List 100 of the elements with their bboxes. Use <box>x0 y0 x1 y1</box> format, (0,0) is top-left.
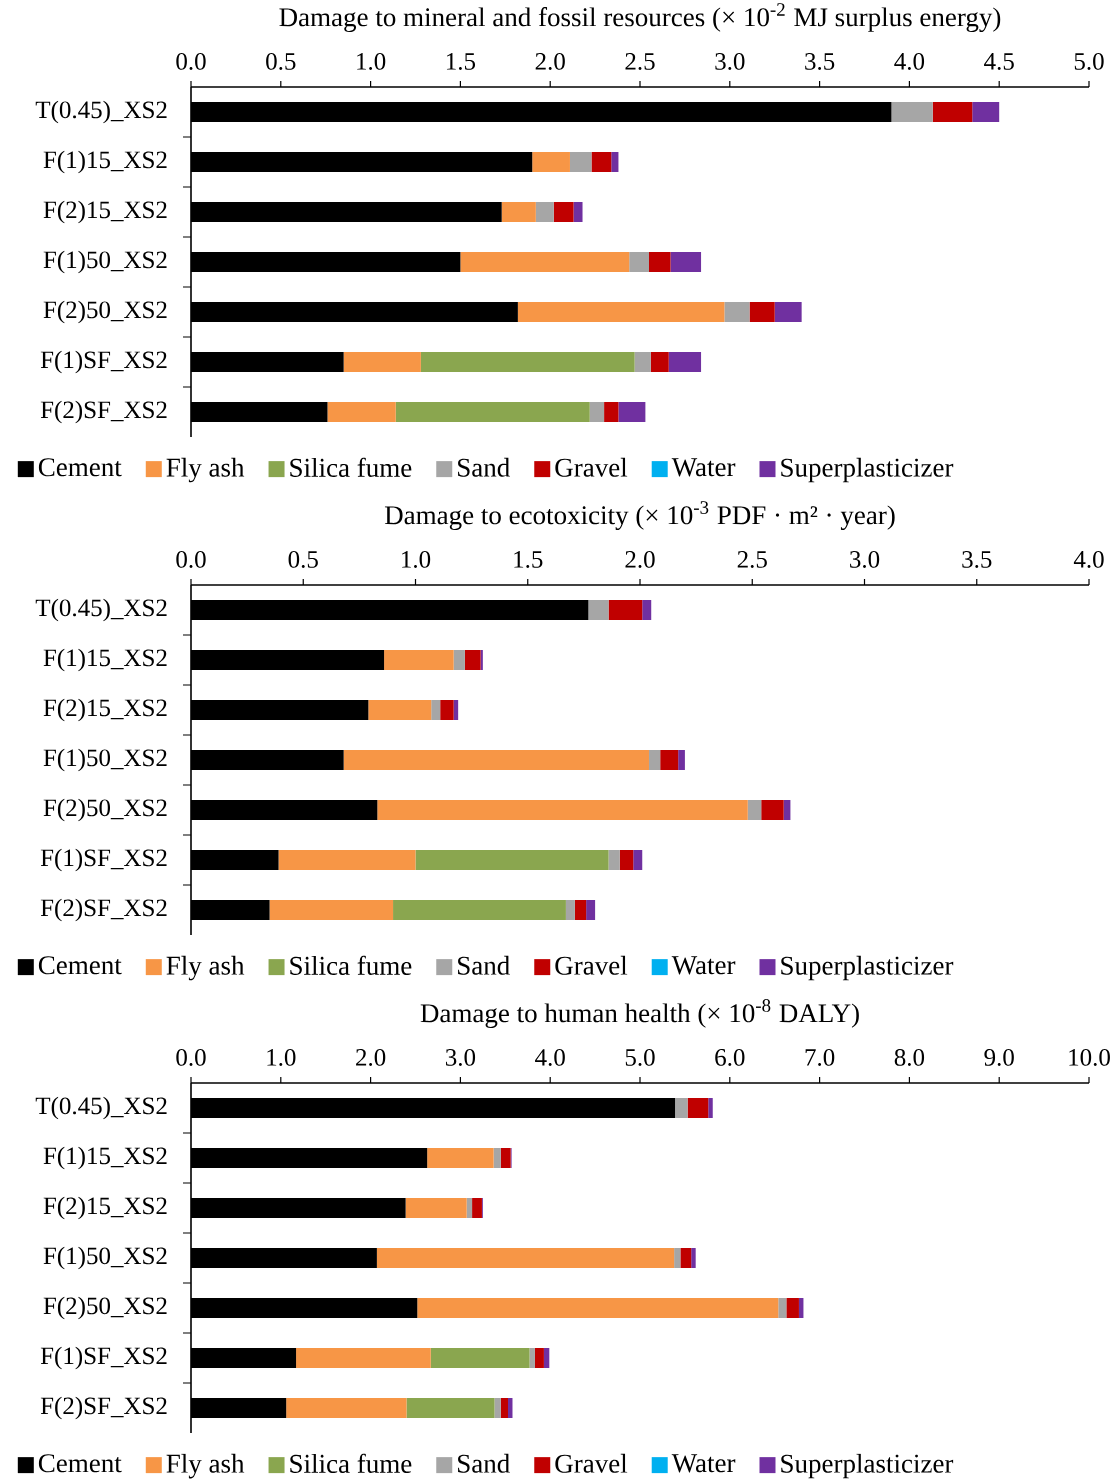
legend-label: Cement <box>38 458 122 477</box>
bar <box>406 1398 495 1419</box>
y-tick-label: F(1)50_XS2 <box>43 748 167 772</box>
bar <box>678 750 685 771</box>
bar <box>660 750 679 771</box>
bar <box>675 1098 688 1119</box>
bar <box>629 252 649 273</box>
x-tick-label: 0.5 <box>266 52 296 70</box>
bar <box>464 650 481 671</box>
x-tick-label: 4.5 <box>984 53 1014 70</box>
x-tick-label: 5.0 <box>1074 52 1104 70</box>
bar <box>650 352 669 373</box>
x-tick-label: 0.0 <box>176 550 206 568</box>
bar <box>586 900 596 921</box>
y-tick-label: F(1)SF_XS2 <box>40 848 167 872</box>
legend-label: Gravel <box>555 1453 628 1473</box>
y-tick-label: F(2)15_XS2 <box>43 1196 167 1220</box>
bar <box>932 102 973 123</box>
x-tick-label: 1.0 <box>267 1048 296 1066</box>
x-tick-label: 1.0 <box>402 550 431 568</box>
bar <box>691 1248 696 1269</box>
legend-label: Silica fume <box>290 955 412 975</box>
y-tick-label: F(2)SF_XS2 <box>40 400 167 424</box>
bar <box>687 1098 709 1119</box>
bar <box>591 152 612 173</box>
y-tick-label: F(2)15_XS2 <box>43 698 167 722</box>
x-tick-label: 4.0 <box>1073 550 1104 568</box>
chart-title: Damage to ecotoxicity (× 10$^{-3}$ PDF · m² · year) <box>384 501 895 530</box>
bar <box>296 1348 431 1369</box>
bar <box>384 650 454 671</box>
x-tick-label: 3.0 <box>445 1048 476 1066</box>
bar <box>343 352 421 373</box>
y-tick-label: F(1)SF_XS2 <box>40 1346 167 1370</box>
bar <box>611 152 619 173</box>
legend-label: Fly ash <box>166 955 245 981</box>
y-tick-label: F(2)50_XS2 <box>43 300 167 324</box>
bar <box>574 900 587 921</box>
legend-label: Silica fume <box>290 457 412 477</box>
chart-title: Damage to mineral and fossil resources (× 10$^{-2}$ MJ surplus energy) <box>279 3 1001 32</box>
bar <box>460 252 630 273</box>
bar <box>500 1398 508 1419</box>
legend-label: Fly ash <box>166 1453 245 1479</box>
bar <box>500 1148 511 1169</box>
bar <box>377 800 748 821</box>
y-tick-label: F(2)50_XS2 <box>43 1296 167 1320</box>
bar <box>891 102 933 123</box>
bar <box>608 600 643 621</box>
y-tick-label: T(0.45)_XS2 <box>35 598 167 622</box>
bar <box>278 850 416 871</box>
x-tick-label: 7.0 <box>805 1048 835 1066</box>
legend-label: Superplasticizer <box>781 1453 954 1479</box>
bar <box>608 850 620 871</box>
bar <box>494 1398 501 1419</box>
bar <box>668 352 702 373</box>
bar <box>633 850 643 871</box>
bar <box>619 850 634 871</box>
bar <box>747 800 762 821</box>
y-tick-label: F(1)15_XS2 <box>43 1146 167 1170</box>
legend-label: Superplasticizer <box>781 955 954 981</box>
legend-label: Silica fume <box>290 1453 412 1473</box>
legend-label: Cement <box>38 956 122 975</box>
x-tick-label: 0.0 <box>176 52 206 70</box>
bar <box>529 1348 535 1369</box>
x-tick-label: 3.5 <box>962 551 992 568</box>
y-tick-label: T(0.45)_XS2 <box>35 1096 167 1120</box>
bar <box>493 1148 501 1169</box>
bar <box>466 1198 473 1219</box>
legend-label: Water <box>671 458 736 477</box>
bar <box>680 1248 692 1269</box>
bar <box>376 1248 675 1269</box>
y-tick-label: F(1)15_XS2 <box>43 150 167 174</box>
bar <box>393 900 566 921</box>
bar <box>648 252 671 273</box>
y-tick-label: F(1)15_XS2 <box>43 648 167 672</box>
x-tick-label: 1.0 <box>357 52 386 70</box>
y-tick-label: F(2)15_XS2 <box>43 200 167 224</box>
y-tick-label: F(1)50_XS2 <box>43 1246 167 1270</box>
bar <box>708 1098 713 1119</box>
bar <box>543 1348 550 1369</box>
bar <box>405 1198 467 1219</box>
legend-label: Fly ash <box>166 457 245 483</box>
bar <box>786 1298 799 1319</box>
bar <box>532 152 570 173</box>
bar <box>569 152 592 173</box>
x-tick-label: 2.5 <box>737 551 767 568</box>
bar <box>472 1198 482 1219</box>
y-tick-label: F(2)SF_XS2 <box>40 1396 167 1420</box>
x-tick-label: 5.0 <box>625 1048 655 1066</box>
bar <box>565 900 575 921</box>
y-tick-label: F(2)SF_XS2 <box>40 898 167 922</box>
x-tick-label: 8.0 <box>894 1048 925 1066</box>
x-tick-label: 4.0 <box>535 1048 565 1066</box>
bar <box>774 302 802 323</box>
bar <box>430 1348 530 1369</box>
x-tick-label: 1.5 <box>514 551 543 568</box>
x-tick-label: 2.0 <box>625 550 655 568</box>
legend-label: Water <box>671 1454 736 1473</box>
bar <box>674 1248 681 1269</box>
legend-label: Sand <box>458 955 510 975</box>
y-tick-label: F(1)SF_XS2 <box>40 350 167 374</box>
